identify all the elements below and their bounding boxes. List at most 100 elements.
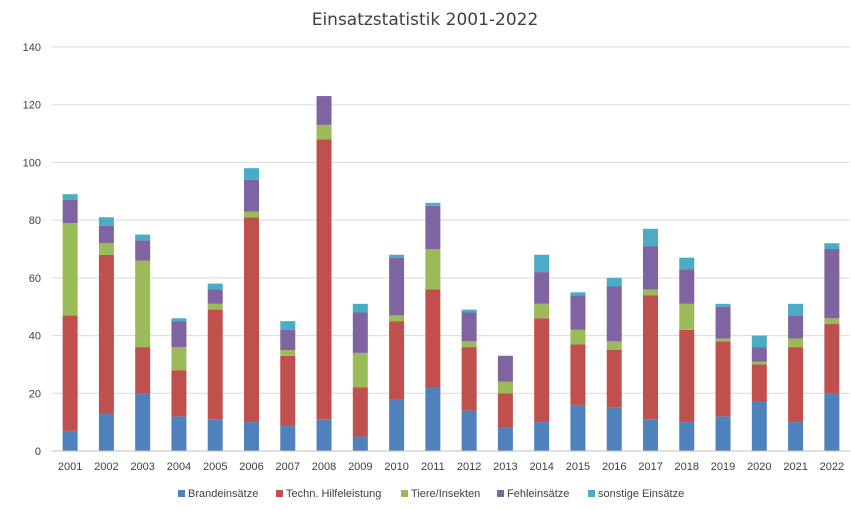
bar-segment <box>788 338 804 348</box>
x-tick-label: 2005 <box>203 461 227 473</box>
bar-segment <box>679 422 695 451</box>
bar-segment <box>534 318 550 423</box>
bar-segment <box>497 381 513 394</box>
bar-segment <box>244 217 259 423</box>
x-tick-label: 2006 <box>239 461 263 473</box>
bar-segment <box>461 309 477 313</box>
bar-segment <box>98 217 114 226</box>
bar-segment <box>715 416 731 451</box>
bar-segment <box>389 321 405 400</box>
legend-swatch <box>401 490 408 497</box>
x-tick-label: 2010 <box>384 461 408 473</box>
bar-segment <box>751 401 767 451</box>
bar-segment <box>316 96 332 125</box>
bar-segment <box>606 407 622 451</box>
bar-segment <box>461 410 477 451</box>
bar-segment <box>98 413 114 451</box>
bar-segment <box>207 283 223 290</box>
bar-segment <box>534 303 550 319</box>
x-tick-label: 2015 <box>566 461 590 473</box>
bar-segment <box>679 257 695 270</box>
bar-segment <box>570 295 586 330</box>
bar-segment <box>135 234 151 241</box>
legend-label: Fehleinsätze <box>507 488 569 500</box>
bar-segment <box>715 338 731 342</box>
legend-swatch <box>276 490 283 497</box>
bar-segment <box>207 419 223 451</box>
bar-segment <box>461 341 477 348</box>
bar-segment <box>788 347 804 423</box>
bar-segment <box>280 321 296 330</box>
bar-segment <box>751 347 767 362</box>
bar-segment <box>606 350 622 408</box>
x-tick-label: 2012 <box>457 461 481 473</box>
bar-segment <box>62 223 78 316</box>
bar-segment <box>352 436 368 451</box>
bar-segment <box>244 211 259 218</box>
legend-label: Techn. Hilfeleistung <box>286 488 381 500</box>
bar-segment <box>171 416 187 451</box>
y-axis-ticks: 0 20 40 60 80 100 120 140 <box>23 42 41 458</box>
bar-segment <box>643 419 658 451</box>
bar-segment <box>534 254 550 273</box>
x-tick-label: 2017 <box>638 461 662 473</box>
bar-segment <box>497 355 513 382</box>
bar-segment <box>643 295 658 420</box>
bar-segment <box>425 289 441 388</box>
bar-segment <box>135 347 151 394</box>
bar-segment <box>244 422 259 451</box>
bar-segment <box>497 393 513 428</box>
bar-segment <box>570 329 586 345</box>
x-tick-label: 2003 <box>130 461 154 473</box>
bar-segment <box>135 240 151 261</box>
x-tick-label: 2019 <box>711 461 735 473</box>
bar-segment <box>135 393 151 451</box>
bar-segment <box>280 425 296 451</box>
bar-segment <box>280 355 296 426</box>
x-tick-label: 2007 <box>276 461 300 473</box>
bar-segment <box>715 341 731 417</box>
bar-segment <box>824 243 840 249</box>
bar-segment <box>316 139 332 420</box>
bar-segment <box>715 303 731 307</box>
y-tick-label: 140 <box>23 42 41 54</box>
bar-segment <box>497 427 513 451</box>
legend-label: Brandeinsätze <box>188 488 258 500</box>
bar-segment <box>679 329 695 423</box>
y-tick-label: 20 <box>29 388 41 400</box>
bar-segment <box>171 347 187 371</box>
bar-segment <box>244 168 259 180</box>
bar-segment <box>715 306 731 339</box>
y-tick-label: 80 <box>29 215 41 227</box>
bar-segment <box>171 321 187 348</box>
bar-segment <box>788 303 804 316</box>
bar-segment <box>824 249 840 319</box>
bar-segment <box>316 419 332 451</box>
y-tick-label: 0 <box>35 446 41 458</box>
x-tick-label: 2018 <box>675 461 699 473</box>
bar-segment <box>171 318 187 322</box>
bar-segment <box>570 292 586 296</box>
bar-segment <box>280 350 296 356</box>
bar-segment <box>534 272 550 304</box>
bar-segment <box>98 254 114 414</box>
x-tick-label: 2016 <box>602 461 626 473</box>
legend-label: Tiere/Insekten <box>411 488 480 500</box>
bars <box>62 96 840 451</box>
x-tick-label: 2021 <box>783 461 807 473</box>
bar-segment <box>98 243 114 255</box>
bar-segment <box>135 260 151 348</box>
x-tick-label: 2004 <box>167 461 191 473</box>
bar-segment <box>425 387 441 451</box>
bar-segment <box>425 205 441 249</box>
bar-segment <box>62 199 78 224</box>
bar-segment <box>171 370 187 417</box>
bar-segment <box>62 315 78 431</box>
bar-segment <box>824 393 840 451</box>
bar-segment <box>425 249 441 290</box>
bar-segment <box>751 364 767 402</box>
bar-segment <box>62 194 78 200</box>
x-tick-label: 2008 <box>312 461 336 473</box>
bar-segment <box>570 404 586 451</box>
